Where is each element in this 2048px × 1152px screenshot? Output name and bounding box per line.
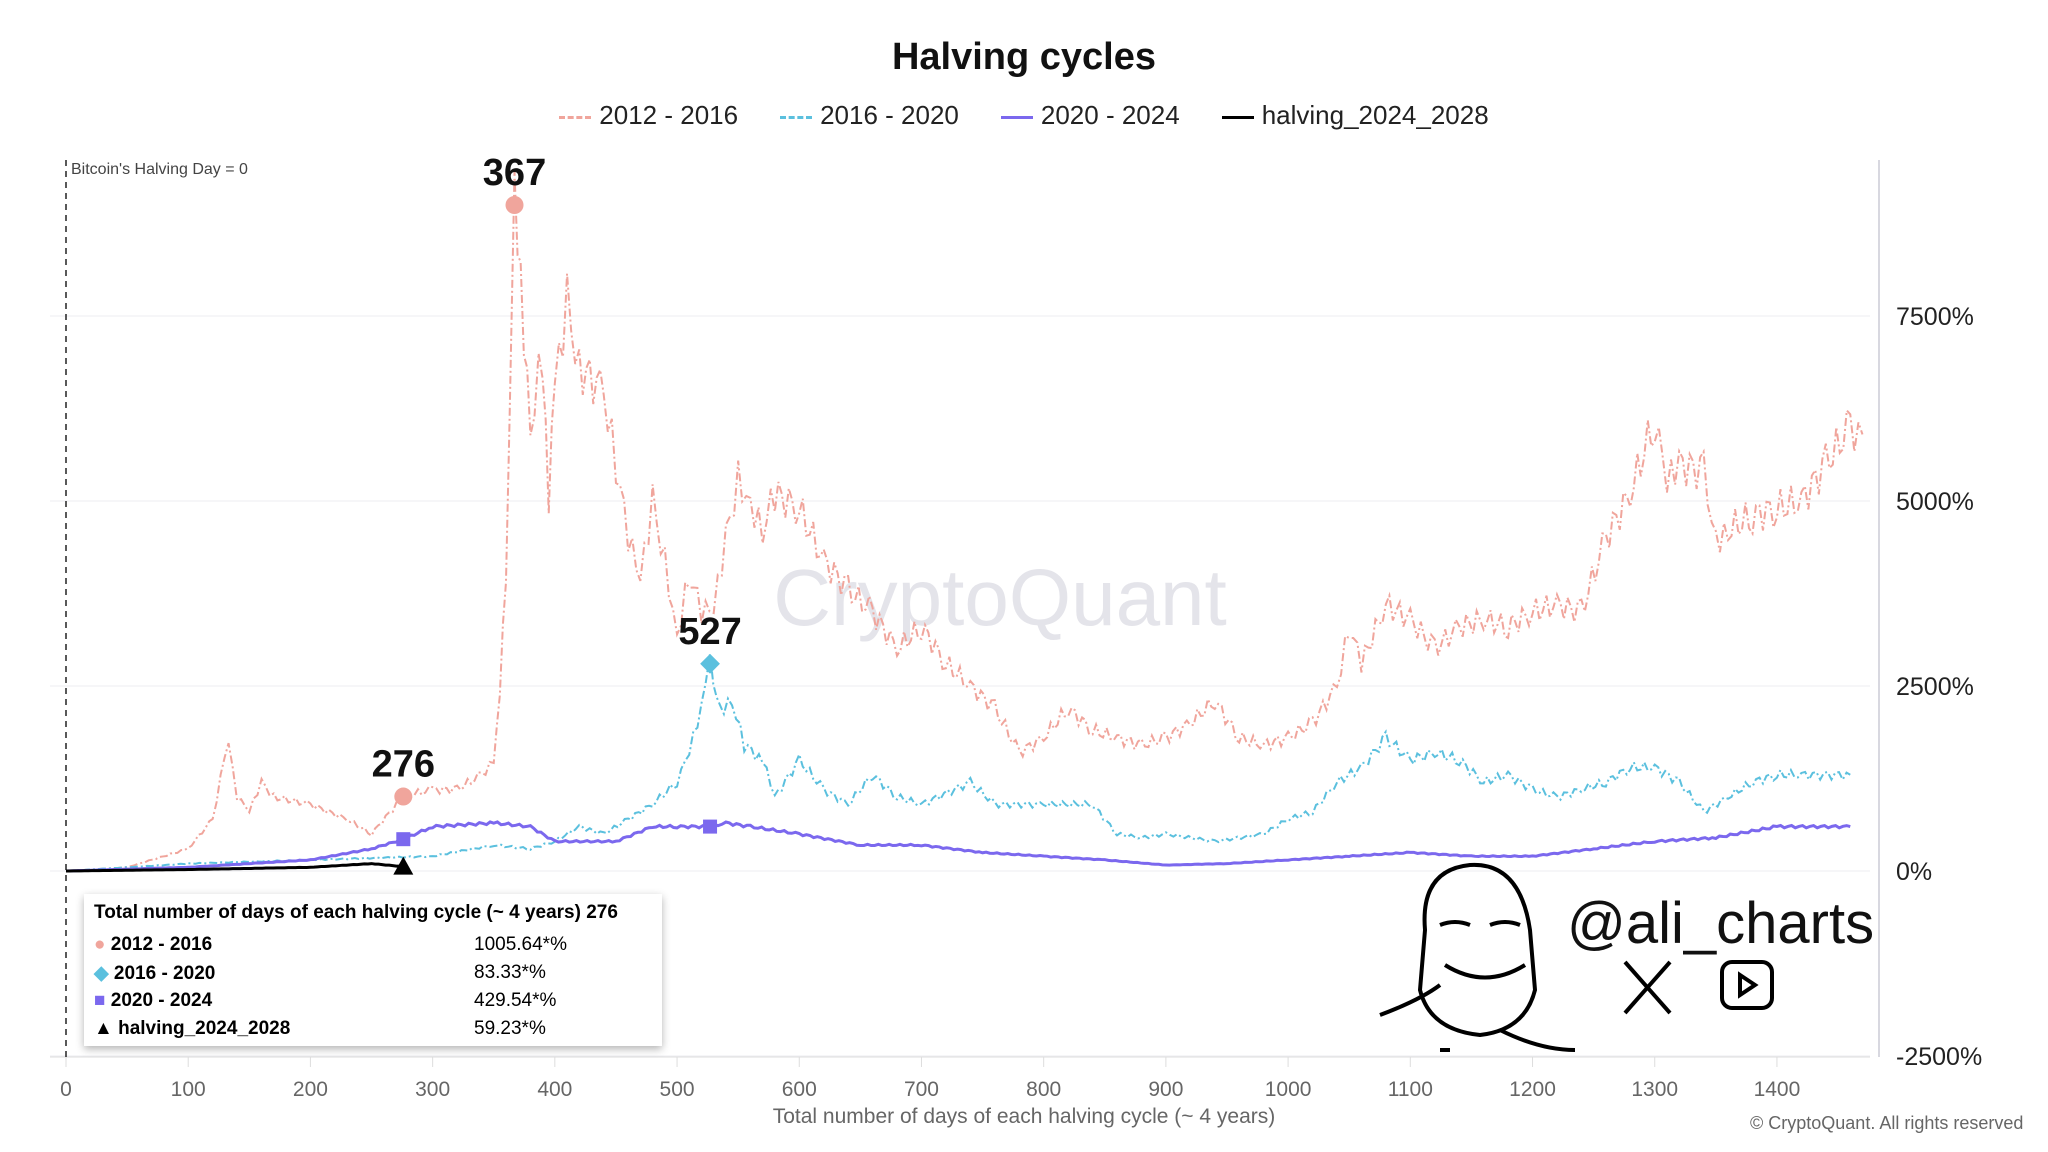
y-tick-label: -2500% [1896,1043,1982,1071]
legend-item[interactable]: halving_2024_2028 [1221,100,1489,131]
legend: 2012 - 2016 2016 - 2020 2020 - 2024 halv… [0,100,2048,131]
tooltip-row: ▲ halving_2024_2028 [94,1018,291,1039]
tooltip-header: Total number of days of each halving cyc… [94,902,618,923]
y-tick-label: 5000% [1896,488,1974,516]
x-tick-label: 1300 [1631,1078,1678,1101]
marker-square [703,819,718,834]
y-tick-label: 7500% [1896,303,1974,331]
x-tick-label: 600 [782,1078,817,1101]
x-tick-label: 300 [415,1078,450,1101]
copyright: © CryptoQuant. All rights reserved [1750,1113,2024,1133]
series-line-1 [65,653,1851,872]
x-tick-label: 0 [60,1078,72,1101]
series-line-0 [65,171,1864,872]
tooltip-row: ◆ 2016 - 2020 [94,963,216,984]
x-tick-label: 100 [171,1078,206,1101]
tooltip-value: 1005.64*% [474,934,567,955]
marker-triangle [393,856,414,875]
tooltip-row: ● 2012 - 2016 [94,934,213,955]
legend-item[interactable]: 2016 - 2020 [780,100,959,131]
tooltip-row: ■ 2020 - 2024 [94,990,213,1011]
watermark: CryptoQuant [773,553,1227,642]
x-tick-label: 700 [904,1078,939,1101]
series-line-2 [65,820,1851,873]
author-handle: @ali_charts [1567,891,1875,956]
marker-label: 276 [372,744,435,786]
x-tick-label: 800 [1026,1078,1061,1101]
y-tick-label: 2500% [1896,673,1974,701]
tooltip-value: 83.33*% [474,962,546,983]
tooltip-value: 429.54*% [474,990,557,1011]
x-tick-label: 1000 [1265,1078,1312,1101]
legend-item[interactable]: 2020 - 2024 [1000,100,1180,131]
x-tick-label: 400 [537,1078,572,1101]
y-tick-label: 0% [1896,858,1932,886]
x-tick-label: 1400 [1754,1078,1801,1101]
halving-day-annotation: Bitcoin's Halving Day = 0 [71,161,248,178]
x-tick-label: 900 [1148,1078,1183,1101]
x-tick-label: 1100 [1388,1078,1433,1101]
tooltip-value: 59.23*% [474,1018,546,1039]
marker-square [396,832,411,847]
marker-diamond [700,653,720,674]
marker-circle [505,196,524,214]
x-tick-label: 1200 [1509,1078,1556,1101]
series-line-3 [65,862,404,873]
x-tick-label: 500 [660,1078,695,1101]
x-axis-title: Total number of days of each halving cyc… [772,1105,1276,1128]
chart-title: Halving cycles [891,36,1157,78]
legend-item[interactable]: 2012 - 2016 [559,100,738,131]
x-tick-label: 200 [293,1078,328,1101]
marker-label: 367 [483,152,546,194]
marker-circle [394,787,413,806]
marker-label: 527 [678,611,741,653]
tooltip: Total number of days of each halving cyc… [84,894,662,1046]
